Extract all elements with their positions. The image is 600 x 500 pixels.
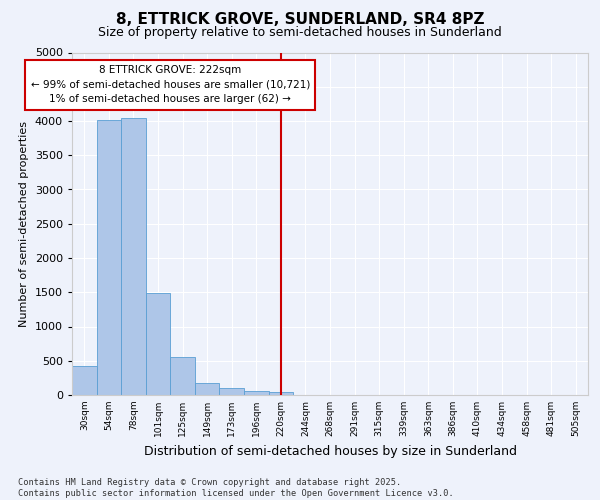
Bar (220, 388, 244, 395)
Text: Contains HM Land Registry data © Crown copyright and database right 2025.
Contai: Contains HM Land Registry data © Crown c… (18, 478, 454, 498)
Bar (146, 293, 170, 395)
Bar (170, 356, 195, 395)
Bar (72, 366, 97, 395)
Y-axis label: Number of semi-detached properties: Number of semi-detached properties (19, 120, 29, 327)
Text: 8 ETTRICK GROVE: 222sqm
← 99% of semi-detached houses are smaller (10,721)
1% of: 8 ETTRICK GROVE: 222sqm ← 99% of semi-de… (31, 65, 310, 104)
Text: Size of property relative to semi-detached houses in Sunderland: Size of property relative to semi-detach… (98, 26, 502, 39)
Bar (269, 392, 293, 395)
Bar (195, 383, 220, 395)
Bar (121, 118, 146, 395)
Bar (97, 120, 121, 395)
Bar (244, 390, 269, 395)
X-axis label: Distribution of semi-detached houses by size in Sunderland: Distribution of semi-detached houses by … (143, 444, 517, 458)
Text: 8, ETTRICK GROVE, SUNDERLAND, SR4 8PZ: 8, ETTRICK GROVE, SUNDERLAND, SR4 8PZ (116, 12, 484, 28)
